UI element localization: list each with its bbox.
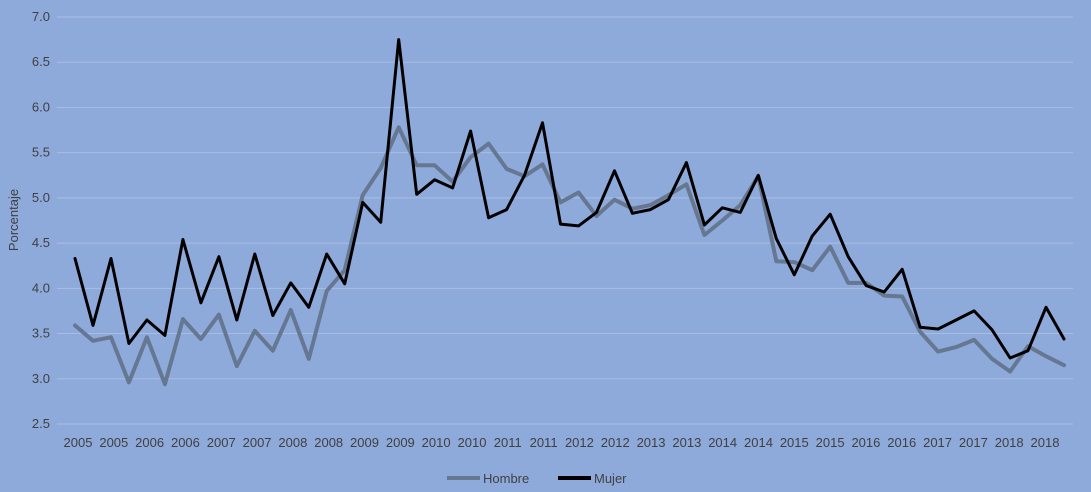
- y-tick-label: 3.5: [32, 326, 50, 341]
- y-tick-label: 5.0: [32, 190, 50, 205]
- x-tick-label: 2013: [672, 435, 701, 450]
- legend-label-mujer: Mujer: [594, 471, 627, 486]
- x-tick-label: 2009: [350, 435, 379, 450]
- x-tick-label: 2007: [243, 435, 272, 450]
- y-axis-ticks: 2.5 3.0 3.5 4.0 4.5 5.0 5.5 6.0 6.5 7.0: [32, 9, 50, 431]
- x-tick-label: 2005: [64, 435, 93, 450]
- x-tick-label: 2016: [887, 435, 916, 450]
- x-tick-label: 2008: [278, 435, 307, 450]
- x-tick-label: 2005: [99, 435, 128, 450]
- x-tick-label: 2013: [637, 435, 666, 450]
- x-tick-label: 2006: [135, 435, 164, 450]
- x-tick-label: 2008: [314, 435, 343, 450]
- gridlines: [57, 16, 1073, 425]
- y-axis-title: Porcentaje: [6, 189, 21, 251]
- x-tick-label: 2016: [851, 435, 880, 450]
- y-tick-label: 6.5: [32, 54, 50, 69]
- y-tick-label: 2.5: [32, 416, 50, 431]
- x-axis-ticks: 2005 2005 2006 2006 2007 2007 2008 2008 2009 2009…: [64, 435, 1060, 450]
- x-tick-label: 2015: [816, 435, 845, 450]
- x-tick-label: 2012: [565, 435, 594, 450]
- x-tick-label: 2011: [530, 435, 558, 450]
- x-tick-label: 2017: [959, 435, 988, 450]
- y-tick-label: 5.5: [32, 145, 50, 160]
- legend: Hombre Mujer: [447, 471, 627, 486]
- legend-label-hombre: Hombre: [483, 471, 529, 486]
- y-tick-label: 3.0: [32, 371, 50, 386]
- x-tick-label: 2010: [458, 435, 487, 450]
- x-tick-label: 2017: [923, 435, 952, 450]
- x-tick-label: 2007: [207, 435, 236, 450]
- x-tick-label: 2009: [386, 435, 415, 450]
- x-tick-label: 2015: [780, 435, 809, 450]
- x-tick-label: 2006: [171, 435, 200, 450]
- x-tick-label: 2012: [601, 435, 630, 450]
- series-line-mujer: [73, 38, 1066, 360]
- series-lines: [73, 38, 1066, 387]
- series-line-hombre: [73, 125, 1066, 387]
- y-tick-label: 7.0: [32, 9, 50, 24]
- x-tick-label: 2014: [744, 435, 773, 450]
- y-tick-label: 4.5: [32, 235, 50, 250]
- x-tick-label: 2018: [1031, 435, 1060, 450]
- x-tick-label: 2014: [708, 435, 737, 450]
- y-tick-label: 4.0: [32, 280, 50, 295]
- x-tick-label: 2018: [995, 435, 1024, 450]
- x-tick-label: 2010: [422, 435, 451, 450]
- y-tick-label: 6.0: [32, 99, 50, 114]
- x-tick-label: 2011: [494, 435, 522, 450]
